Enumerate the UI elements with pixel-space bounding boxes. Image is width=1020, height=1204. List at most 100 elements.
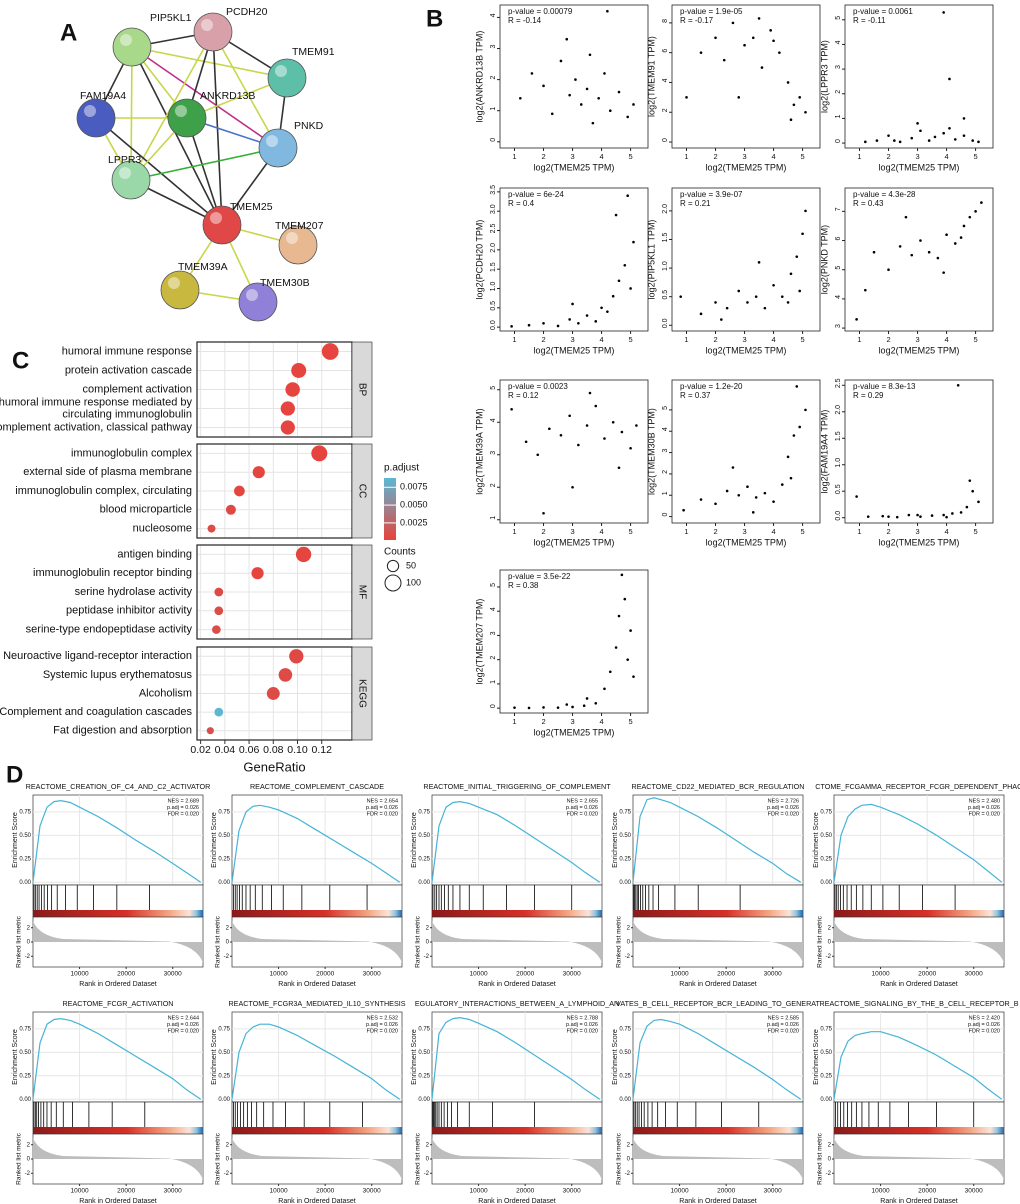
y-tick-label: 0.50 bbox=[418, 1050, 430, 1056]
size-key bbox=[386, 559, 400, 573]
plot-frame bbox=[844, 379, 994, 524]
x-axis-label: log2(TMEM25 TPM) bbox=[534, 162, 615, 172]
x-axis-label: log2(TMEM25 TPM) bbox=[534, 727, 615, 737]
point bbox=[536, 453, 540, 457]
dot bbox=[214, 606, 224, 616]
x-tick-label: 4 bbox=[599, 152, 603, 161]
point bbox=[789, 272, 793, 276]
point bbox=[699, 312, 703, 316]
stat-annotation: p.adj = 0.026 bbox=[767, 1022, 799, 1028]
stat-annotation: R = 0.12 bbox=[508, 391, 539, 400]
node-label: TMEM207 bbox=[275, 220, 324, 232]
y-tick-label: 0.0 bbox=[662, 318, 669, 328]
x-tick-label: 5 bbox=[801, 152, 805, 161]
point bbox=[980, 201, 983, 204]
es-frame bbox=[431, 1011, 603, 1103]
panel-label: D bbox=[6, 761, 23, 788]
point bbox=[772, 283, 775, 287]
category-label: Fat digestion and absorption bbox=[53, 725, 192, 737]
metric-area bbox=[33, 921, 203, 963]
point bbox=[682, 508, 685, 512]
point bbox=[942, 271, 945, 274]
point bbox=[760, 66, 764, 69]
y-tick-label: 2 bbox=[490, 483, 497, 487]
category-label: Alcoholism bbox=[139, 687, 192, 699]
es-frame bbox=[833, 1011, 1005, 1103]
dot bbox=[251, 567, 264, 580]
network-edge bbox=[130, 147, 279, 181]
x-tick-label: 1 bbox=[512, 335, 516, 344]
dot bbox=[280, 401, 295, 416]
point bbox=[571, 485, 574, 489]
plot-title: REACTOME_CD22_MEDIATED_BCR_REGULATION bbox=[632, 782, 805, 791]
point bbox=[629, 446, 632, 450]
point bbox=[798, 96, 801, 99]
category-label: Neuroactive ligand-receptor interaction bbox=[3, 650, 192, 662]
point bbox=[577, 443, 580, 447]
x-axis-label: log2(TMEM25 TPM) bbox=[706, 345, 787, 355]
stat-annotation: FDR = 0.020 bbox=[367, 811, 398, 817]
point bbox=[895, 515, 899, 519]
plot-title: REACTOME_FCGR3A_MEDIATED_IL10_SYNTHESIS bbox=[228, 999, 405, 1008]
y-tick-label: 3 bbox=[835, 65, 842, 69]
point bbox=[571, 302, 574, 306]
y-axis-label: Ranked list metric bbox=[215, 915, 222, 967]
x-tick-label: 20000 bbox=[717, 971, 735, 978]
point bbox=[751, 511, 755, 514]
x-tick-label: 30000 bbox=[764, 1188, 782, 1195]
point bbox=[887, 134, 890, 137]
y-tick-label: 4 bbox=[490, 418, 497, 422]
stat-annotation: FDR = 0.020 bbox=[168, 1028, 199, 1034]
size-key-label: 100 bbox=[406, 577, 421, 587]
category-label: nucleosome bbox=[133, 523, 192, 535]
x-tick-label: 2 bbox=[541, 152, 545, 161]
y-tick-label: 1 bbox=[490, 516, 497, 520]
point bbox=[579, 103, 583, 106]
x-tick-label: 4 bbox=[599, 335, 603, 344]
point bbox=[731, 466, 735, 469]
point bbox=[948, 126, 951, 130]
stat-annotation: p.adj = 0.026 bbox=[767, 805, 799, 811]
point bbox=[714, 36, 717, 40]
point bbox=[780, 483, 784, 486]
node-highlight bbox=[275, 65, 287, 77]
node-label: TMEM39A bbox=[178, 261, 228, 273]
y-tick-label: 0.25 bbox=[619, 1073, 631, 1079]
y-tick-label: 0.50 bbox=[218, 833, 230, 839]
y-tick-label: 0.75 bbox=[619, 1026, 631, 1032]
category-label: Systemic lupus erythematosus bbox=[43, 669, 193, 681]
y-tick-label: 2 bbox=[835, 90, 842, 94]
stat-annotation: R = 0.37 bbox=[680, 391, 711, 400]
y-tick-label: 2.5 bbox=[835, 378, 842, 388]
node-highlight bbox=[119, 167, 131, 179]
point bbox=[568, 318, 571, 321]
stat-annotation: NES = 2.532 bbox=[367, 1015, 398, 1021]
y-axis-label: Ranked list metric bbox=[817, 1132, 824, 1184]
point bbox=[527, 323, 531, 327]
colorbar-label: 0.0075 bbox=[400, 482, 428, 492]
node-label: PCDH20 bbox=[226, 6, 268, 18]
es-curve bbox=[431, 1016, 601, 1100]
x-tick-label: 20000 bbox=[316, 971, 334, 978]
point bbox=[875, 139, 879, 142]
point bbox=[746, 485, 749, 489]
y-axis-label: log2(TMEM207 TPM) bbox=[474, 599, 484, 685]
x-tick-label: 0.04 bbox=[215, 744, 236, 756]
es-frame bbox=[833, 794, 1005, 886]
node-highlight bbox=[286, 232, 298, 244]
x-axis-label: Rank in Ordered Dataset bbox=[278, 1198, 355, 1204]
y-tick-label: 0.00 bbox=[820, 880, 832, 886]
node-highlight bbox=[201, 19, 213, 31]
x-tick-label: 10000 bbox=[270, 971, 288, 978]
y-tick-label: 0.75 bbox=[19, 1026, 31, 1032]
point bbox=[804, 110, 807, 114]
y-tick-label: 2.0 bbox=[490, 243, 497, 253]
network-node bbox=[258, 128, 298, 168]
y-axis-label: Ranked list metric bbox=[215, 1132, 222, 1184]
plot-title: VATES_B_CELL_RECEPTOR_BCR_LEADING_TO_GEN… bbox=[616, 999, 820, 1008]
point bbox=[789, 476, 793, 480]
stat-annotation: p.adj = 0.026 bbox=[566, 1022, 598, 1028]
y-tick-label: 2 bbox=[27, 1142, 31, 1148]
y-tick-label: 0 bbox=[627, 940, 631, 946]
y-tick-label: 3 bbox=[835, 324, 842, 328]
